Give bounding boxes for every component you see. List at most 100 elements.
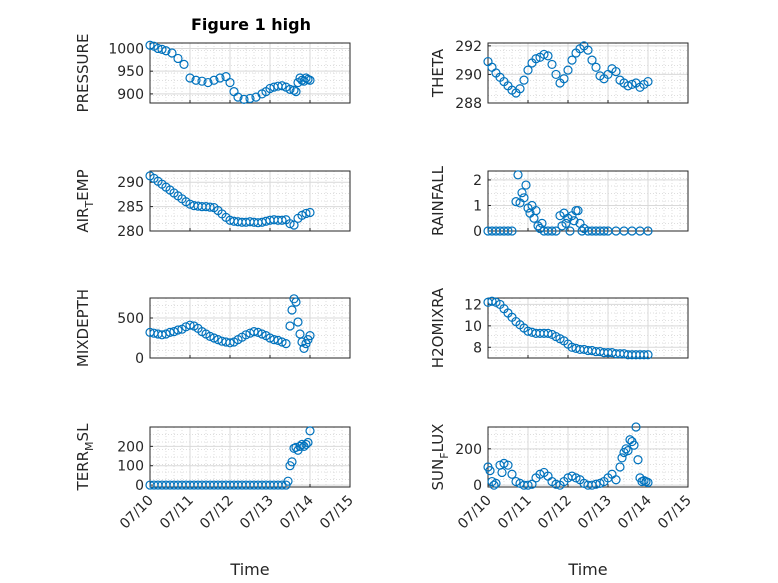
y-tick-label: 200 (117, 439, 144, 455)
data-point (297, 439, 307, 450)
data-point (643, 350, 653, 360)
x-axis-label: Time (229, 560, 269, 579)
data-point (599, 226, 609, 236)
y-tick-label: 280 (117, 224, 144, 240)
data-point (611, 66, 621, 77)
data-point (639, 350, 649, 360)
y-axis-label: PRESSURE (74, 34, 92, 113)
data-point (539, 49, 549, 60)
data-point (521, 180, 531, 190)
panel-pressure: 900 950 1000 PRESSURE (74, 34, 351, 113)
data-point (205, 202, 215, 212)
y-tick-label: 8 (473, 340, 482, 356)
data-point (225, 77, 235, 88)
figure-title: Figure 1 high (191, 15, 311, 34)
data-point (291, 87, 301, 97)
data-point (567, 55, 577, 65)
y-tick-label: 1 (473, 198, 482, 214)
data-point (215, 73, 225, 83)
data-point (623, 81, 633, 91)
y-tick-label: 288 (455, 96, 482, 112)
series-markers (145, 426, 315, 490)
data-point (617, 453, 627, 463)
series-markers (483, 422, 653, 490)
data-point (301, 439, 311, 450)
data-point (233, 92, 243, 102)
data-point (507, 469, 517, 479)
y-tick-label: 500 (117, 311, 144, 327)
data-point (179, 59, 189, 69)
data-point (209, 75, 219, 85)
series-markers (483, 41, 653, 98)
data-point (285, 219, 295, 229)
data-point (167, 48, 177, 58)
data-point (547, 59, 557, 70)
y-tick-label: 12 (464, 297, 482, 313)
data-point (629, 440, 639, 450)
series-markers (145, 40, 315, 104)
axes-box (149, 170, 351, 232)
data-point (543, 51, 553, 61)
data-point (197, 76, 207, 86)
data-point (527, 479, 537, 489)
data-point (297, 337, 307, 347)
data-point (291, 297, 301, 307)
panel-air-temp: 280 285 290 AIRTEMP (74, 169, 351, 240)
y-tick-label: 0 (473, 478, 482, 494)
data-point (257, 329, 267, 339)
data-point (277, 81, 287, 91)
data-point (293, 317, 303, 327)
data-point (277, 337, 287, 347)
data-point (185, 73, 195, 83)
data-point (303, 437, 313, 448)
data-point (299, 343, 309, 353)
data-point (485, 466, 495, 476)
data-point (547, 226, 557, 236)
data-point (287, 305, 297, 315)
y-tick-label: 0 (473, 224, 482, 240)
data-point (591, 479, 601, 489)
y-axis-label: TERRMSL (74, 423, 96, 492)
data-point (161, 329, 171, 339)
data-point (563, 65, 573, 75)
data-point (265, 83, 275, 94)
data-point (515, 84, 525, 94)
y-tick-label: 285 (117, 200, 144, 216)
y-tick-label: 100 (117, 459, 144, 475)
data-point (519, 193, 529, 203)
data-point (161, 46, 171, 56)
data-point (305, 207, 315, 218)
data-point (491, 478, 501, 488)
data-point (205, 331, 215, 341)
data-point (569, 216, 579, 226)
data-point (551, 69, 561, 80)
y-tick-label: 290 (117, 175, 144, 191)
y-tick-label: 1000 (108, 41, 144, 57)
data-point (631, 422, 641, 432)
data-point (273, 335, 283, 345)
y-axis-label: H2OMIXRA (429, 287, 447, 368)
series-markers (145, 294, 315, 353)
data-point (565, 226, 575, 236)
data-point (173, 53, 183, 64)
x-axis-label: Time (567, 560, 607, 579)
y-tick-label: 950 (117, 64, 144, 80)
data-point (577, 226, 587, 236)
data-point (265, 333, 275, 343)
data-point (287, 457, 297, 467)
data-point (611, 475, 621, 485)
panel-rainfall: 0 1 2 RAINFALL (429, 165, 689, 240)
data-point (489, 480, 499, 490)
data-point (281, 339, 291, 349)
data-point (643, 76, 653, 87)
data-point (503, 460, 513, 470)
panel-theta: 288 290 292 THETA (429, 39, 689, 112)
data-point (277, 215, 287, 225)
data-point (507, 226, 517, 236)
data-point (283, 476, 293, 486)
data-point (239, 94, 249, 104)
y-tick-label: 290 (455, 67, 482, 83)
y-tick-label: 0 (135, 478, 144, 494)
data-point (643, 477, 653, 488)
data-point (289, 85, 299, 95)
